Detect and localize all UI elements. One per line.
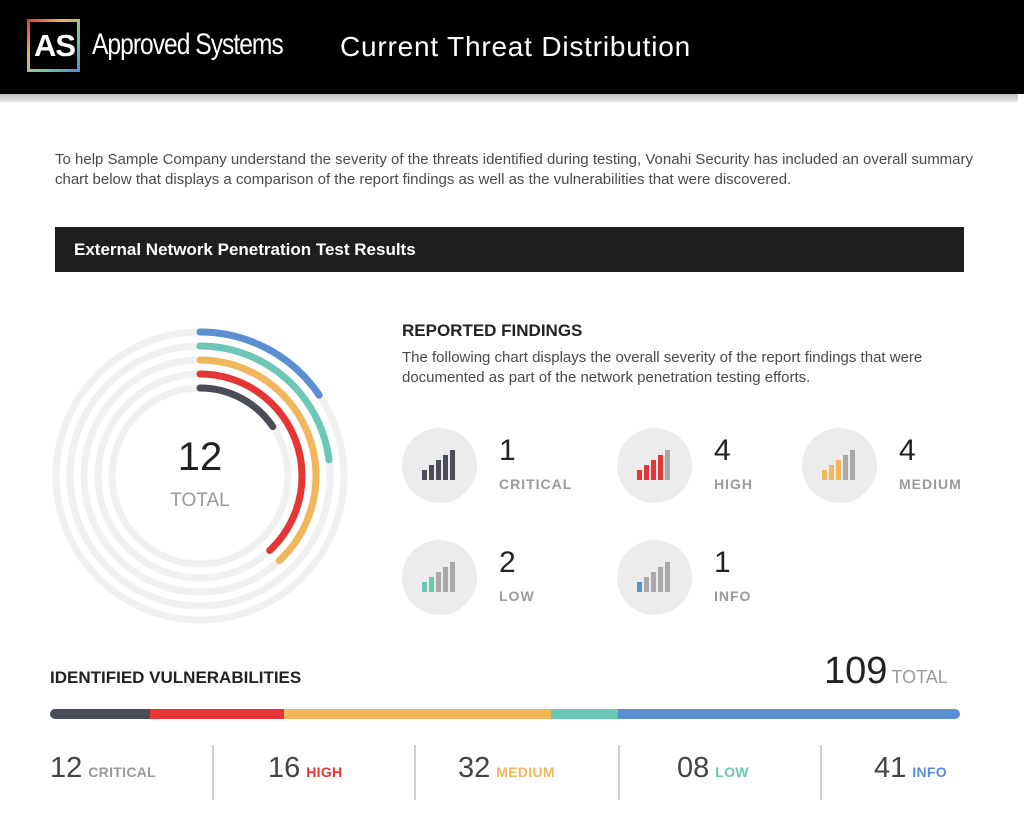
intro-text: To help Sample Company understand the se… [55, 151, 974, 188]
vuln-high-count: 16 [268, 752, 301, 784]
radial-arc-info [52, 328, 348, 624]
finding-info-count: 1 [714, 546, 731, 579]
finding-critical-badge [402, 428, 477, 503]
divider [414, 745, 416, 800]
vuln-high-label: HIGH [306, 764, 343, 780]
signal-bar [658, 455, 663, 480]
brand-name: Approved Systems [92, 28, 284, 61]
signal-bar [443, 455, 448, 480]
section-title: External Network Penetration Test Result… [74, 240, 416, 259]
stacked-segment-medium [283, 709, 551, 719]
finding-high-badge [617, 428, 692, 503]
finding-low-badge [402, 540, 477, 615]
finding-high-label: HIGH [714, 476, 753, 492]
vuln-critical: 12 CRITICAL [50, 752, 156, 792]
vuln-medium-label: MEDIUM [496, 764, 555, 780]
signal-bars-icon [637, 562, 670, 592]
finding-info: 1 INFO [617, 540, 857, 620]
signal-bar [429, 465, 434, 480]
divider [212, 745, 214, 800]
finding-medium-badge [802, 428, 877, 503]
findings-radial-chart [52, 328, 348, 624]
finding-critical-label: CRITICAL [499, 476, 573, 492]
vuln-info: 41 INFO [874, 752, 947, 792]
stacked-segment-critical [50, 709, 151, 719]
signal-bar [429, 577, 434, 592]
radial-arc-low [66, 342, 334, 610]
finding-critical: 1 CRITICAL [402, 428, 642, 508]
signal-bar [644, 465, 649, 480]
finding-medium: 4 MEDIUM [802, 428, 1024, 508]
signal-bar [637, 470, 642, 480]
radial-arc-critical [108, 384, 292, 568]
finding-critical-count: 1 [499, 434, 516, 467]
finding-low-count: 2 [499, 546, 516, 579]
signal-bar [422, 582, 427, 592]
vuln-low: 08 LOW [677, 752, 749, 792]
vuln-low-count: 08 [677, 752, 710, 784]
findings-total: 12 [177, 435, 223, 479]
header-shadow [0, 94, 1018, 102]
signal-bar [665, 450, 670, 480]
stacked-segment-high [150, 709, 284, 719]
finding-low: 2 LOW [402, 540, 642, 620]
radial-arc-high [94, 370, 306, 582]
signal-bar [651, 460, 656, 480]
signal-bar [658, 567, 663, 592]
signal-bars-icon [422, 450, 455, 480]
signal-bar [450, 562, 455, 592]
signal-bar [665, 562, 670, 592]
vuln-medium: 32 MEDIUM [458, 752, 555, 792]
signal-bar [443, 567, 448, 592]
signal-bar [436, 572, 441, 592]
signal-bar [829, 465, 834, 480]
section-bar: External Network Penetration Test Result… [55, 227, 964, 272]
signal-bar [644, 577, 649, 592]
finding-info-badge [617, 540, 692, 615]
signal-bar [651, 572, 656, 592]
signal-bar [450, 450, 455, 480]
signal-bar [836, 460, 841, 480]
vulnerabilities-total-count: 109 [824, 650, 888, 692]
signal-bar [637, 582, 642, 592]
vulnerabilities-total-label: TOTAL [891, 667, 948, 687]
vulnerabilities-title: IDENTIFIED VULNERABILITIES [50, 668, 302, 687]
signal-bars-icon [822, 450, 855, 480]
finding-high: 4 HIGH [617, 428, 857, 508]
vuln-low-label: LOW [715, 764, 749, 780]
finding-low-label: LOW [499, 588, 535, 604]
signal-bars-icon [422, 562, 455, 592]
vuln-high: 16 HIGH [268, 752, 342, 792]
stacked-segment-low [550, 709, 618, 719]
page-header: AS Approved Systems Current Threat Distr… [0, 0, 1024, 94]
page-title: Current Threat Distribution [340, 31, 691, 62]
radial-arc-medium [80, 356, 320, 596]
finding-info-label: INFO [714, 588, 752, 604]
divider [820, 745, 822, 800]
signal-bar [850, 450, 855, 480]
vuln-info-count: 41 [874, 752, 907, 784]
brand-logo: AS [27, 19, 80, 72]
finding-medium-label: MEDIUM [899, 476, 962, 492]
findings-total-label: TOTAL [170, 490, 230, 511]
stacked-segment-info [617, 709, 960, 719]
signal-bar [822, 470, 827, 480]
vuln-info-label: INFO [912, 764, 947, 780]
vuln-critical-count: 12 [50, 752, 83, 784]
signal-bar [843, 455, 848, 480]
vuln-critical-label: CRITICAL [88, 764, 156, 780]
signal-bars-icon [637, 450, 670, 480]
signal-bar [436, 460, 441, 480]
vulnerabilities-stacked-bar [50, 709, 960, 719]
logo-mark: AS [34, 28, 76, 63]
finding-medium-count: 4 [899, 434, 916, 467]
vulnerabilities-total: 109 TOTAL [824, 650, 948, 693]
signal-bar [422, 470, 427, 480]
reported-findings-title: REPORTED FINDINGS [402, 321, 583, 340]
finding-high-count: 4 [714, 434, 731, 467]
reported-findings-description: The following chart displays the overall… [402, 349, 923, 386]
vuln-medium-count: 32 [458, 752, 491, 784]
divider [618, 745, 620, 800]
